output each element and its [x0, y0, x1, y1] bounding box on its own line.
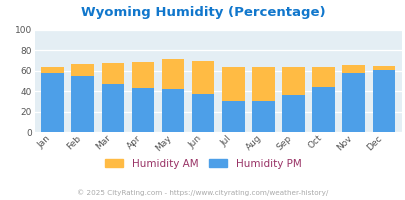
- Bar: [71, 64, 94, 76]
- Legend: Humidity AM, Humidity PM: Humidity AM, Humidity PM: [104, 159, 301, 169]
- Bar: [101, 84, 124, 132]
- Bar: [281, 67, 304, 95]
- Bar: [71, 76, 94, 132]
- Bar: [101, 63, 124, 84]
- Bar: [311, 67, 334, 87]
- Bar: [222, 67, 244, 101]
- Bar: [41, 67, 64, 73]
- Text: © 2025 CityRating.com - https://www.cityrating.com/weather-history/: © 2025 CityRating.com - https://www.city…: [77, 189, 328, 196]
- Bar: [252, 67, 274, 101]
- Bar: [341, 73, 364, 132]
- Bar: [161, 89, 184, 132]
- Bar: [311, 87, 334, 132]
- Bar: [222, 101, 244, 132]
- Bar: [281, 95, 304, 132]
- Text: Wyoming Humidity (Percentage): Wyoming Humidity (Percentage): [81, 6, 324, 19]
- Bar: [252, 101, 274, 132]
- Bar: [372, 66, 394, 70]
- Bar: [41, 73, 64, 132]
- Bar: [161, 59, 184, 89]
- Bar: [131, 62, 154, 88]
- Bar: [341, 65, 364, 73]
- Bar: [192, 61, 214, 94]
- Bar: [372, 70, 394, 132]
- Bar: [131, 88, 154, 132]
- Bar: [192, 94, 214, 132]
